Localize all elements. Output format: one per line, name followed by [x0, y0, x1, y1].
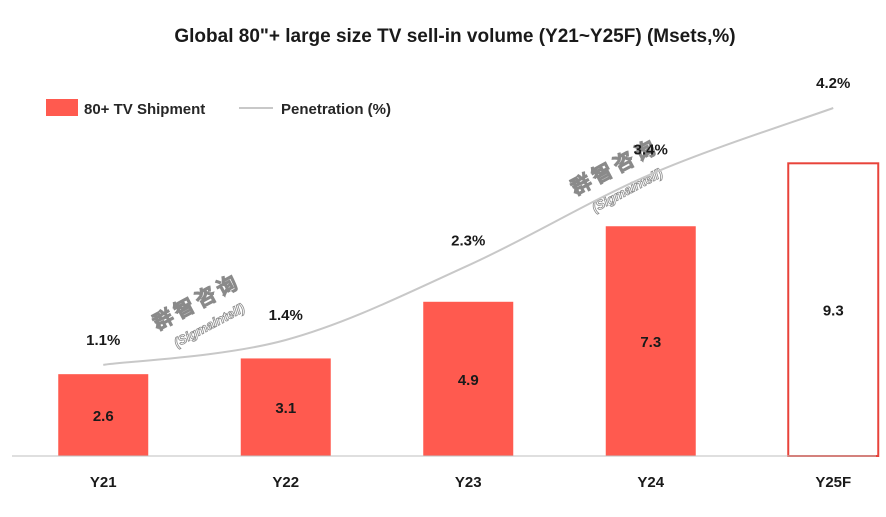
bar-y25f [787, 162, 880, 457]
bar-y24 [605, 226, 696, 456]
penetration-value-label: 3.4% [634, 141, 668, 158]
chart-title: Global 80"+ large size TV sell-in volume… [174, 26, 735, 47]
x-tick-label: Y23 [455, 474, 482, 491]
labels: 2.6 Y21 1.1% 3.1 Y22 1.4% 4.9 Y23 2.3% 7.3 Y24 3.4%… [86, 75, 851, 491]
bar-value-label: 2.6 [93, 408, 114, 425]
legend-label-penetration: Penetration (%) [281, 101, 391, 118]
bar-y21 [58, 374, 149, 456]
bar-y23 [423, 301, 514, 456]
legend-label-shipment: 80+ TV Shipment [84, 101, 205, 118]
bar-value-label: 4.9 [458, 372, 479, 389]
x-tick-label: Y25F [815, 474, 851, 491]
bar-value-label: 9.3 [823, 303, 844, 320]
penetration-series [103, 107, 834, 366]
penetration-value-label: 2.3% [451, 232, 485, 249]
bar-value-label: 7.3 [640, 334, 661, 351]
penetration-value-label: 1.4% [269, 307, 303, 324]
penetration-value-label: 1.1% [86, 332, 120, 349]
legend-swatch-shipment [46, 99, 78, 116]
x-tick-label: Y24 [637, 474, 664, 491]
x-tick-label: Y21 [90, 474, 117, 491]
legend: 80+ TV Shipment Penetration (%) [46, 99, 391, 118]
bars [58, 162, 880, 457]
penetration-value-label: 4.2% [816, 75, 850, 92]
x-tick-label: Y22 [272, 474, 299, 491]
penetration-line [103, 107, 834, 366]
bar-y22 [240, 358, 331, 456]
watermark: 群智咨询 (Sigmaintell) [147, 268, 247, 350]
bar-value-label: 3.1 [275, 400, 296, 417]
